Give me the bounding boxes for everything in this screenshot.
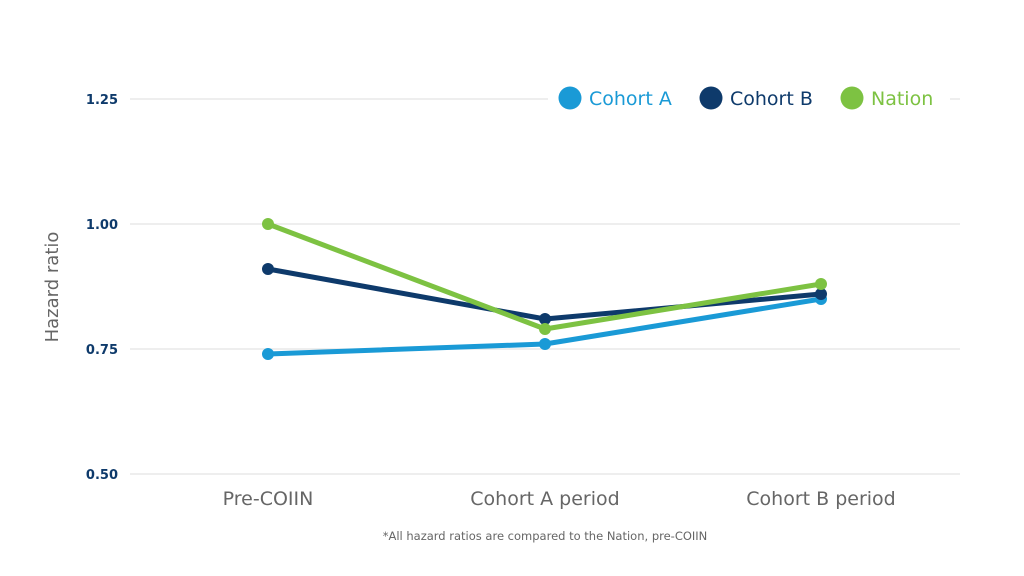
- data-point: [262, 348, 274, 360]
- footnote: *All hazard ratios are compared to the N…: [383, 529, 708, 543]
- y-axis-label: Hazard ratio: [42, 232, 63, 343]
- legend-item-cohort-a: Cohort A: [558, 86, 672, 110]
- x-tick-label: Cohort A period: [470, 488, 619, 510]
- y-tick-label: 0.75: [86, 343, 118, 358]
- x-tick-label: Pre-COIIN: [223, 488, 314, 510]
- legend: Cohort A Cohort B Nation: [548, 84, 950, 114]
- data-point: [539, 313, 551, 325]
- legend-background: [548, 84, 950, 114]
- data-point: [262, 218, 274, 230]
- legend-label: Cohort B: [730, 88, 813, 110]
- legend-label: Nation: [871, 88, 933, 110]
- y-tick-label: 1.00: [86, 218, 118, 233]
- x-axis-ticks: Pre-COIIN Cohort A period Cohort B period: [223, 488, 896, 510]
- gridlines: [130, 98, 960, 475]
- legend-item-cohort-b: Cohort B: [699, 86, 813, 110]
- data-point: [539, 338, 551, 350]
- y-axis-ticks: 1.25 1.00 0.75 0.50: [86, 93, 118, 483]
- data-point: [815, 288, 827, 300]
- legend-swatch-icon: [840, 86, 864, 110]
- series-cohort-b: [262, 263, 827, 325]
- x-tick-label: Cohort B period: [746, 488, 895, 510]
- legend-item-nation: Nation: [840, 86, 933, 110]
- data-point: [815, 278, 827, 290]
- data-point: [539, 323, 551, 335]
- series-lines: [262, 218, 827, 360]
- legend-label: Cohort A: [589, 88, 672, 110]
- series-nation: [262, 218, 827, 335]
- y-tick-label: 1.25: [86, 93, 118, 108]
- legend-swatch-icon: [558, 86, 582, 110]
- y-tick-label: 0.50: [86, 468, 118, 483]
- legend-swatch-icon: [699, 86, 723, 110]
- data-point: [262, 263, 274, 275]
